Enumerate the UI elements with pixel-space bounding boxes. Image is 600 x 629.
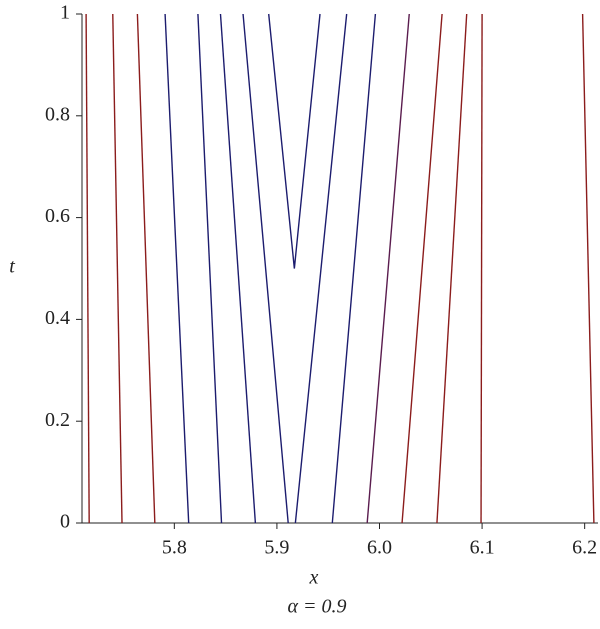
- contour-line: [366, 13, 410, 524]
- y-tick-label: 0.8: [45, 103, 70, 125]
- contour-line: [331, 13, 377, 524]
- contour-line: [294, 13, 348, 524]
- x-tick-label: 6.2: [572, 537, 597, 559]
- x-tick-label: 6.0: [367, 537, 392, 559]
- y-tick-label: 0.4: [45, 307, 70, 329]
- contour-line: [581, 13, 595, 524]
- x-tick-label: 6.1: [470, 537, 495, 559]
- y-tick-label: 0: [60, 511, 70, 533]
- y-tick-label: 1: [60, 2, 70, 24]
- x-tick-label: 5.8: [162, 537, 187, 559]
- y-tick-label: 0.2: [45, 409, 70, 431]
- contour-line: [436, 13, 468, 524]
- x-axis-label: x: [309, 567, 319, 589]
- contour-line: [219, 13, 257, 524]
- contour-line: [480, 13, 483, 524]
- x-tick-label: 5.9: [264, 537, 289, 559]
- y-tick-label: 0.6: [45, 205, 70, 227]
- contour-line: [164, 13, 190, 524]
- contour-line: [197, 13, 223, 524]
- contour-line: [401, 13, 443, 524]
- contour-line: [112, 13, 123, 524]
- y-axis-label: t: [9, 256, 15, 278]
- contour-line: [136, 13, 156, 524]
- chart-title: α = 0.9: [288, 596, 347, 618]
- contour-line: [242, 13, 289, 524]
- contour-line: [268, 13, 321, 269]
- contour-line: [85, 13, 90, 524]
